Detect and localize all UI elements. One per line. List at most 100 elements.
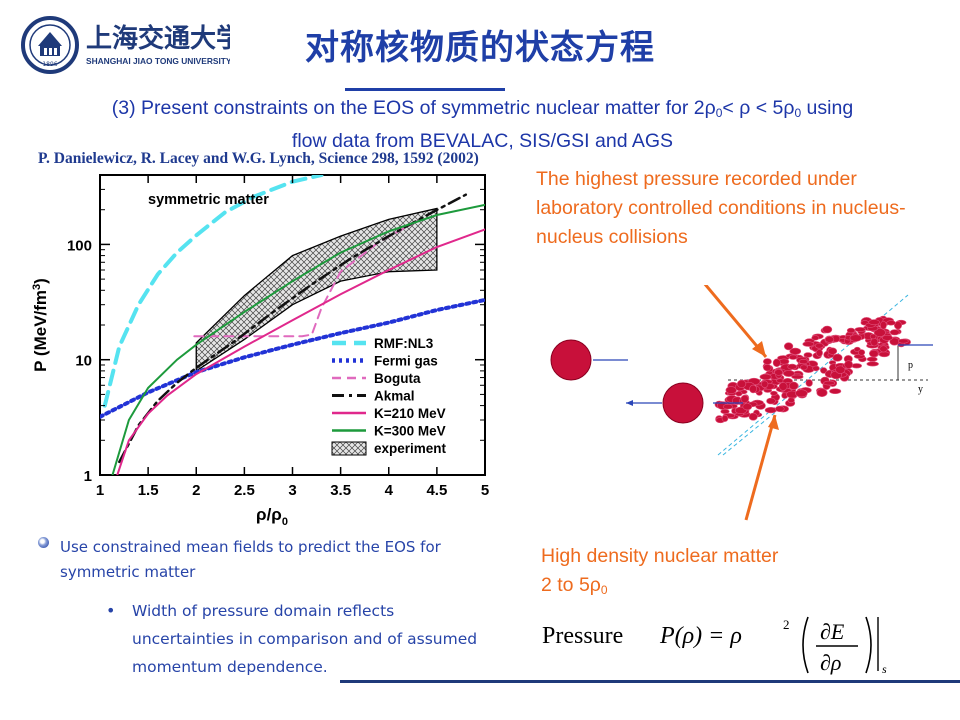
x-tick-label: 1 [96, 482, 104, 499]
legend-label: Fermi gas [374, 354, 438, 369]
legend-label: experiment [374, 441, 447, 456]
fragment [868, 319, 880, 326]
note-highest-pressure: The highest pressure recorded under labo… [536, 168, 906, 248]
pressure-formula: Pressure P(ρ) = ρ 2 ∂E ∂ρ s [542, 616, 887, 675]
fragment [849, 334, 862, 342]
fragment [805, 379, 813, 387]
fragment [812, 365, 820, 372]
fragment [784, 342, 794, 351]
fragment [774, 369, 783, 376]
note-density-line-1: High density nuclear matter [541, 545, 779, 567]
fragment [835, 365, 846, 374]
subtitle-text-3: using [801, 97, 854, 119]
fragment [869, 333, 877, 340]
fragment [778, 382, 788, 391]
university-name-en: SHANGHAI JIAO TONG UNIVERSITY [86, 56, 230, 66]
annotation-arrow-top [703, 285, 768, 358]
legend-label: K=210 MeV [374, 406, 446, 421]
formula-power: 2 [783, 617, 790, 632]
fragment [766, 397, 776, 405]
formula-numerator: ∂E [820, 619, 845, 644]
x-tick-label: 3.5 [330, 482, 351, 499]
fragment [742, 403, 753, 411]
fragment [762, 358, 772, 365]
y-tick-label: 1 [84, 468, 92, 485]
university-logo: 1896 上海交通大学 SHANGHAI JIAO TONG UNIVERSIT… [21, 16, 230, 74]
formula-denominator: ∂ρ [820, 650, 841, 675]
eos-chart: 1 1.5 2 2.5 3 3.5 4 4.5 5 1 10 100 symmetric matter… [31, 174, 489, 528]
fragment [735, 390, 743, 397]
university-name-cn: 上海交通大学 [86, 23, 230, 54]
legend-label: RMF:NL3 [374, 336, 434, 351]
fragment [788, 381, 799, 390]
series-line-fermi-gas [100, 297, 485, 419]
x-tick-label: 4.5 [426, 482, 447, 499]
fragment [772, 358, 781, 368]
formula-lhs: Pressure [542, 623, 623, 649]
bullet-sub: • Width of pressure domain reflects unce… [106, 597, 482, 681]
fragment [802, 341, 815, 347]
x-tick-label: 1.5 [138, 482, 159, 499]
annotation-arrow-bottom [744, 414, 779, 521]
fragment [721, 414, 729, 422]
fragment [814, 342, 824, 349]
fragment [846, 327, 856, 334]
title-underline [345, 88, 505, 91]
fragment [811, 335, 820, 341]
fragment [869, 349, 879, 358]
subtitle-text-2: < ρ < 5ρ [722, 97, 795, 119]
fragment [816, 388, 828, 397]
formula-subscript: s [882, 662, 887, 675]
fragment [857, 349, 866, 356]
legend-swatch [331, 441, 367, 456]
fragment [761, 380, 769, 388]
university-seal-icon: 1896 [21, 16, 79, 74]
fragment [759, 373, 772, 380]
slide-subtitle: (3) Present constraints on the EOS of sy… [20, 94, 945, 155]
fragment [787, 363, 797, 370]
nucleus-projectile [550, 339, 592, 381]
svg-text:1896: 1896 [42, 61, 57, 68]
x-tick-label: 4 [385, 482, 394, 499]
footer-rule [340, 680, 960, 683]
fragment [851, 363, 862, 369]
fragment [827, 347, 838, 355]
note-high-density: High density nuclear matter 2 to 5ρ0 [541, 542, 778, 605]
fragment [879, 345, 888, 353]
bullet-main: Use constrained mean fields to predict t… [38, 535, 490, 585]
bullet-sub-text: Width of pressure domain reflects uncert… [132, 602, 478, 676]
subtitle-text-1: (3) Present constraints on the EOS of sy… [111, 97, 716, 119]
series-line-akmal [118, 193, 468, 464]
fragment [782, 370, 795, 377]
fragment [866, 356, 878, 362]
nucleus-target [662, 382, 704, 424]
fragment [820, 367, 828, 374]
fragment [764, 406, 777, 414]
slide-title: 对称核物质的状态方程 [305, 28, 655, 68]
fragment [815, 349, 823, 357]
fragment [798, 358, 809, 365]
fragment [725, 386, 737, 394]
note-density-line-2: 2 to 5ρ0 [541, 574, 608, 597]
legend-label: K=300 MeV [374, 424, 446, 439]
bullet-dot-icon: • [106, 601, 116, 620]
fragment [789, 347, 802, 355]
subtitle-line-2: flow data from BEVALAC, SIS/GSI and AGS [291, 130, 674, 152]
x-tick-label: 3 [288, 482, 296, 499]
chart-title: symmetric matter [148, 192, 269, 208]
bullet-main-text: Use constrained mean fields to predict t… [60, 538, 441, 581]
fragment [870, 337, 879, 347]
series-line-k-210-mev [116, 228, 485, 475]
guide-line [722, 409, 779, 456]
fragment [879, 320, 887, 330]
fragment [873, 328, 886, 337]
legend-label: Akmal [374, 389, 415, 404]
fragment [749, 384, 757, 394]
y-tick-label: 100 [67, 237, 92, 254]
fragment [795, 389, 808, 398]
subtitle-sub-2: 0 [794, 106, 802, 120]
fragment [832, 353, 843, 362]
fragment [800, 364, 808, 371]
fragment [737, 379, 747, 388]
fragment [866, 361, 879, 367]
